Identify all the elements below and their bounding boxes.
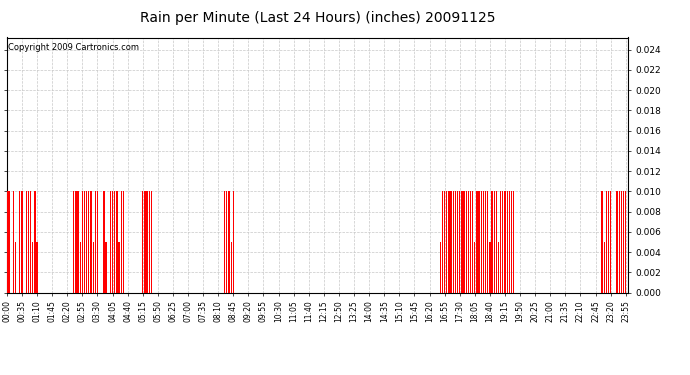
Bar <box>30 191 31 292</box>
Bar <box>146 191 148 292</box>
Bar <box>495 191 497 292</box>
Bar <box>114 191 115 292</box>
Bar <box>19 191 21 292</box>
Bar <box>123 191 124 292</box>
Bar <box>453 191 454 292</box>
Bar <box>92 242 94 292</box>
Bar <box>513 191 514 292</box>
Bar <box>34 191 36 292</box>
Bar <box>491 191 493 292</box>
Bar <box>79 242 81 292</box>
Bar <box>8 191 10 292</box>
Bar <box>478 191 480 292</box>
Bar <box>472 191 473 292</box>
Bar <box>610 191 611 292</box>
Bar <box>21 191 23 292</box>
Bar <box>144 191 146 292</box>
Bar <box>619 191 620 292</box>
Bar <box>104 191 105 292</box>
Bar <box>487 191 489 292</box>
Bar <box>459 191 460 292</box>
Bar <box>84 191 85 292</box>
Bar <box>75 191 77 292</box>
Bar <box>493 191 495 292</box>
Bar <box>448 191 450 292</box>
Bar <box>110 191 111 292</box>
Bar <box>511 191 512 292</box>
Bar <box>37 242 38 292</box>
Bar <box>451 191 452 292</box>
Bar <box>90 191 92 292</box>
Bar <box>466 191 467 292</box>
Bar <box>489 242 491 292</box>
Bar <box>470 191 471 292</box>
Bar <box>502 191 504 292</box>
Bar <box>457 191 458 292</box>
Bar <box>498 242 499 292</box>
Bar <box>77 191 79 292</box>
Bar <box>483 191 484 292</box>
Bar <box>112 191 113 292</box>
Bar <box>509 191 510 292</box>
Bar <box>500 191 502 292</box>
Bar <box>95 191 96 292</box>
Text: Copyright 2009 Cartronics.com: Copyright 2009 Cartronics.com <box>8 43 139 52</box>
Bar <box>15 242 16 292</box>
Bar <box>625 191 627 292</box>
Bar <box>474 242 475 292</box>
Bar <box>142 191 144 292</box>
Bar <box>442 191 443 292</box>
Bar <box>12 191 14 292</box>
Bar <box>32 242 33 292</box>
Bar <box>476 191 477 292</box>
Bar <box>506 191 508 292</box>
Bar <box>86 191 88 292</box>
Bar <box>621 191 622 292</box>
Bar <box>504 191 506 292</box>
Bar <box>608 191 609 292</box>
Bar <box>233 191 234 292</box>
Bar <box>230 242 232 292</box>
Bar <box>226 191 228 292</box>
Bar <box>606 191 607 292</box>
Bar <box>224 191 226 292</box>
Bar <box>150 191 152 292</box>
Bar <box>444 191 445 292</box>
Bar <box>148 191 150 292</box>
Bar <box>468 191 469 292</box>
Bar <box>88 191 90 292</box>
Bar <box>26 191 27 292</box>
Bar <box>604 242 605 292</box>
Bar <box>481 191 482 292</box>
Text: Rain per Minute (Last 24 Hours) (inches) 20091125: Rain per Minute (Last 24 Hours) (inches)… <box>139 11 495 25</box>
Bar <box>97 191 98 292</box>
Bar <box>228 191 230 292</box>
Bar <box>73 191 75 292</box>
Bar <box>461 191 462 292</box>
Bar <box>455 191 456 292</box>
Bar <box>121 191 122 292</box>
Bar <box>116 191 117 292</box>
Bar <box>28 191 29 292</box>
Bar <box>616 191 618 292</box>
Bar <box>623 191 624 292</box>
Bar <box>81 191 83 292</box>
Bar <box>6 191 8 292</box>
Bar <box>440 242 441 292</box>
Bar <box>485 191 486 292</box>
Bar <box>106 242 107 292</box>
Bar <box>446 191 447 292</box>
